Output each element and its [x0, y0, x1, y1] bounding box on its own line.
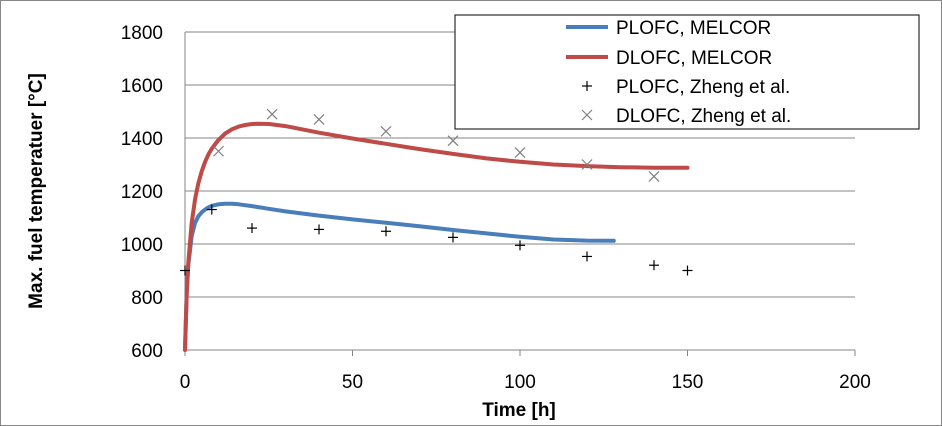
legend-swatch-2 [582, 81, 592, 91]
data-point-dlofc-zheng [380, 125, 392, 137]
x-tick-label: 50 [342, 372, 363, 393]
data-point-plofc-zheng [180, 265, 190, 276]
x-tick-label: 0 [180, 372, 191, 393]
legend-label-1: DLOFC, MELCOR [616, 48, 772, 69]
data-point-dlofc-zheng [266, 108, 278, 120]
legend-swatch-3 [581, 109, 593, 121]
legend-label-0: PLOFC, MELCOR [616, 18, 771, 39]
x-tick-labels: 0 50 100 150 200 [180, 350, 871, 393]
series-markers [180, 108, 693, 276]
legend-box [454, 14, 920, 130]
data-point-dlofc-zheng [313, 114, 325, 125]
x-tick-label: 200 [839, 372, 871, 393]
data-point-dlofc-zheng [581, 159, 593, 170]
data-point-plofc-zheng [582, 251, 592, 262]
x-tick-label: 100 [504, 372, 536, 393]
legend-label-2: PLOFC, Zheng et al. [616, 77, 790, 98]
y-axis-title: Max. fuel temperatuer [°C] [26, 73, 47, 309]
data-point-dlofc-zheng [648, 171, 660, 182]
data-point-plofc-zheng [448, 232, 458, 243]
data-point-plofc-zheng [649, 260, 659, 271]
y-tick-label: 1800 [121, 23, 163, 44]
y-tick-label: 600 [131, 341, 163, 362]
series-line-dlofc-melcor [183, 121, 690, 352]
data-point-dlofc-zheng [213, 145, 224, 157]
data-point-plofc-zheng [247, 223, 257, 234]
series-line-plofc-melcor [183, 201, 616, 352]
data-point-plofc-zheng [381, 226, 391, 237]
data-point-dlofc-zheng [514, 147, 526, 158]
legend: PLOFC, MELCOR DLOFC, MELCOR PLOFC, Zheng e… [454, 14, 920, 130]
series-lines [183, 121, 690, 352]
y-tick-label: 1200 [121, 182, 163, 203]
data-point-plofc-zheng [206, 204, 217, 215]
data-point-plofc-zheng [314, 224, 324, 235]
legend-label-3: DLOFC, Zheng et al. [616, 106, 791, 127]
data-point-dlofc-zheng [447, 135, 459, 147]
y-tick-labels: 600 800 1000 1200 1400 1600 1800 [121, 23, 163, 362]
data-point-plofc-zheng [515, 240, 525, 251]
y-tick-label: 1000 [121, 235, 163, 256]
data-point-plofc-zheng [682, 265, 693, 276]
y-tick-label: 1400 [121, 129, 163, 150]
x-axis-title: Time [h] [482, 400, 556, 421]
y-tick-label: 1600 [121, 76, 163, 97]
x-tick-label: 150 [672, 372, 704, 393]
y-tick-label: 800 [131, 288, 163, 309]
